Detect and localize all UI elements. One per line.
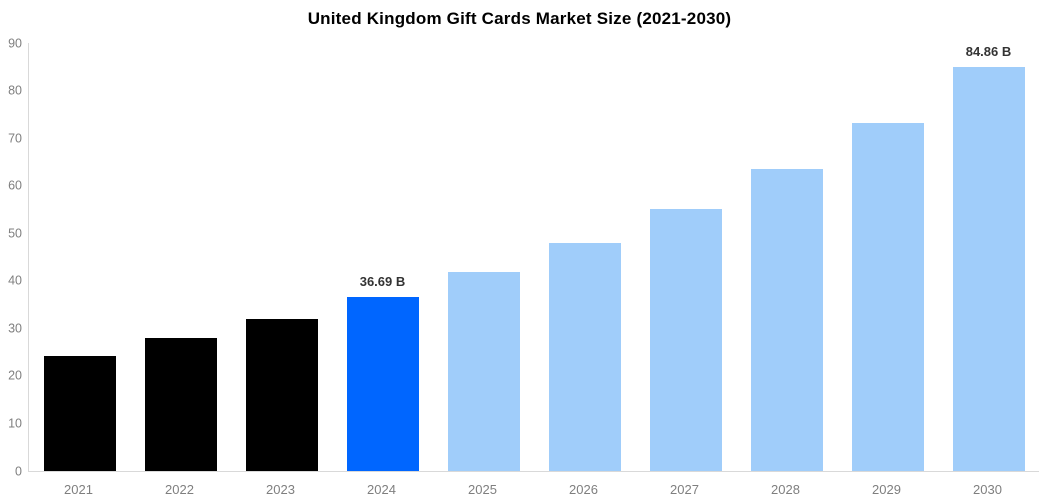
x-tick-label-2026: 2026 (569, 482, 598, 497)
bar-2029[interactable] (851, 123, 924, 471)
plot-area: 36.69 B 84.86 B (28, 43, 1039, 472)
x-tick-label-2024: 2024 (367, 482, 396, 497)
y-tick-label-50: 50 (8, 225, 22, 240)
y-tick-label-10: 10 (8, 416, 22, 431)
bar-column-2029 (837, 43, 938, 471)
x-tick-label-2028: 2028 (771, 482, 800, 497)
y-tick-label-90: 90 (8, 35, 22, 50)
bar-2030[interactable] (952, 67, 1025, 471)
y-axis: 0 10 20 30 40 50 60 70 80 90 (0, 37, 22, 477)
y-tick-label-0: 0 (15, 463, 22, 478)
x-tick-label-2025: 2025 (468, 482, 497, 497)
bar-2027[interactable] (649, 209, 722, 471)
bar-column-2030: 84.86 B (938, 43, 1039, 471)
bar-2021[interactable] (43, 356, 116, 471)
x-tick-label-2023: 2023 (266, 482, 295, 497)
y-tick-label-30: 30 (8, 321, 22, 336)
bar-value-label-2030: 84.86 B (965, 44, 1012, 60)
x-tick-label-2021: 2021 (64, 482, 93, 497)
bar-2022[interactable] (144, 338, 217, 471)
bar-column-2021 (29, 43, 130, 471)
bar-column-2027 (635, 43, 736, 471)
bar-column-2026 (534, 43, 635, 471)
x-tick-label-2022: 2022 (165, 482, 194, 497)
bar-column-2024: 36.69 B (332, 43, 433, 471)
x-axis: 2021 2022 2023 2024 2025 2026 2027 2028 2029 2030 (28, 472, 1038, 497)
y-tick-label-80: 80 (8, 83, 22, 98)
bar-column-2025 (433, 43, 534, 471)
chart-title: United Kingdom Gift Cards Market Size (2… (307, 9, 732, 28)
y-tick-label-60: 60 (8, 178, 22, 193)
y-tick-label-40: 40 (8, 273, 22, 288)
x-tick-label-2029: 2029 (872, 482, 901, 497)
x-tick-label-2027: 2027 (670, 482, 699, 497)
bar-2025[interactable] (447, 271, 520, 471)
bar-value-label-2024: 36.69 B (359, 273, 406, 289)
bar-column-2023 (231, 43, 332, 471)
bar-column-2022 (130, 43, 231, 471)
bar-2026[interactable] (548, 243, 621, 471)
bar-2028[interactable] (750, 169, 823, 471)
bar-column-2028 (736, 43, 837, 471)
bar-2024[interactable] (346, 296, 419, 471)
bar-2023[interactable] (245, 319, 318, 471)
x-tick-label-2030: 2030 (973, 482, 1002, 497)
y-tick-label-70: 70 (8, 130, 22, 145)
y-tick-label-20: 20 (8, 368, 22, 383)
